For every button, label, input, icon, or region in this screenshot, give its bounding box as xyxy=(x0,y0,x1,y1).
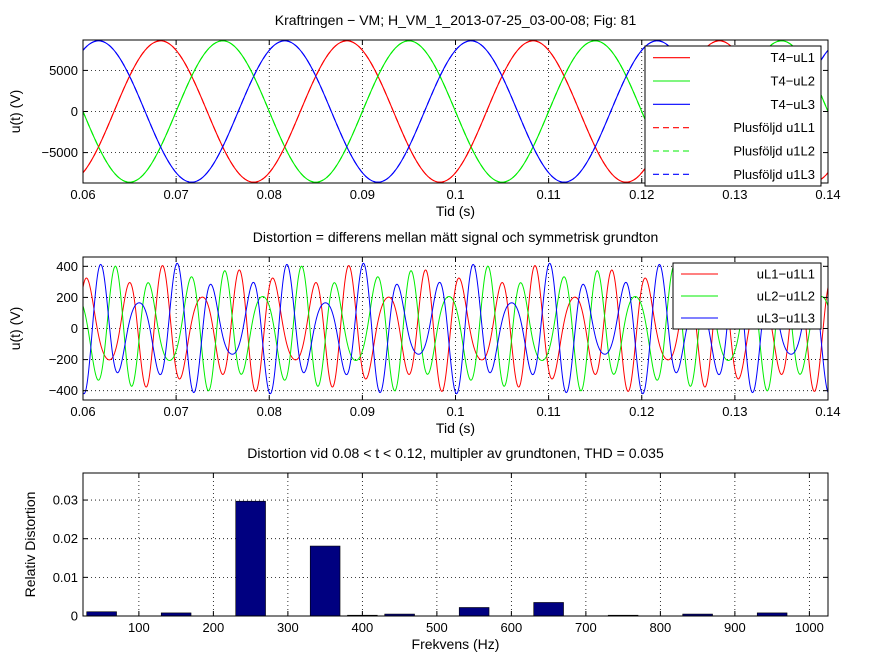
x-tick-label: 0.08 xyxy=(257,404,282,419)
x-tick-label: 0.11 xyxy=(536,187,560,202)
x-tick-label: 500 xyxy=(426,620,448,635)
x-tick-label: 800 xyxy=(650,620,672,635)
y-tick-label: 400 xyxy=(56,259,78,274)
legend-label-3: T4−uL3 xyxy=(771,97,815,112)
legend-box xyxy=(644,45,822,187)
x-tick-label: 100 xyxy=(128,620,150,635)
bar-350hz xyxy=(309,545,341,616)
bar-650hz xyxy=(533,602,564,616)
x-tick-label: 400 xyxy=(352,620,374,635)
y-tick-label: 0.02 xyxy=(53,531,78,546)
legend-label-5: Plusföljd u1L2 xyxy=(733,144,815,159)
y-tick-label: −400 xyxy=(49,383,78,398)
plot-panel-1: 0.06 0.07 0.08 0.09 0.1 0.11 0.12 0.13 0.14 −5000… xyxy=(7,12,841,219)
y-tick-label: 0.03 xyxy=(53,493,78,508)
series-line-4 xyxy=(83,40,828,183)
x-tick-label: 0.12 xyxy=(629,404,654,419)
legend-label-1: uL1−u1L1 xyxy=(757,267,815,282)
x-axis-label: Frekvens (Hz) xyxy=(412,636,500,652)
x-tick-label: 0.08 xyxy=(257,187,282,202)
x-tick-label: 300 xyxy=(277,620,299,635)
x-tick-label: 600 xyxy=(501,620,523,635)
y-axis-label: u(t) (V) xyxy=(7,90,23,134)
x-tick-label: 0.12 xyxy=(629,187,654,202)
x-tick-label: 0.13 xyxy=(722,187,747,202)
x-tick-label: 0.07 xyxy=(163,187,188,202)
x-tick-label: 0.14 xyxy=(815,187,840,202)
axes-frame xyxy=(82,472,829,617)
chart-title: Kraftringen − VM; H_VM_1_2013-07-25_03-0… xyxy=(275,12,637,28)
x-tick-label: 0.07 xyxy=(163,404,188,419)
x-tick-label: 1000 xyxy=(795,620,824,635)
series-line-6 xyxy=(83,40,828,183)
chart-title: Distortion vid 0.08 < t < 0.12, multiple… xyxy=(247,445,664,461)
series-line-5 xyxy=(83,40,828,183)
legend-label-4: Plusföljd u1L1 xyxy=(733,120,815,135)
x-tick-label: 0.11 xyxy=(536,404,560,419)
x-tick-label: 0.13 xyxy=(722,404,747,419)
y-tick-label: 0.01 xyxy=(53,570,78,585)
bar-550hz xyxy=(458,607,490,616)
y-tick-label: 0 xyxy=(71,321,78,336)
x-tick-label: 0.1 xyxy=(446,404,464,419)
y-axis-label: Relativ Distortion xyxy=(22,492,38,598)
x-axis-label: Tid (s) xyxy=(436,203,475,219)
y-tick-label: −200 xyxy=(49,352,78,367)
x-tick-label: 900 xyxy=(724,620,746,635)
x-tick-label: 700 xyxy=(575,620,597,635)
x-tick-label: 0.09 xyxy=(350,187,375,202)
plot-panel-2: 0.06 0.07 0.08 0.09 0.1 0.11 0.12 0.13 0.14 −400 −… xyxy=(7,229,841,436)
y-tick-label: 5000 xyxy=(49,63,78,78)
chart-title: Distortion = differens mellan mätt signa… xyxy=(253,229,659,245)
y-axis-label: u(t) (V) xyxy=(7,307,23,351)
plot-area xyxy=(86,500,788,616)
legend-label-3: uL3−u1L3 xyxy=(757,311,815,326)
legend: T4−uL1 T4−uL2 T4−uL3 Plusföljd u1L1 Plusfölj… xyxy=(644,45,822,187)
plot-panel-3: 100 200 300 400 500 600 700 800 900 1000 0 0.01 0.02… xyxy=(22,445,829,652)
bar-50hz xyxy=(86,611,117,616)
legend-label-2: T4−uL2 xyxy=(771,74,815,89)
legend: uL1−u1L1 uL2−u1L2 uL3−u1L3 xyxy=(672,262,822,330)
series-line-1 xyxy=(83,265,828,392)
x-tick-label: 0.06 xyxy=(70,187,95,202)
legend-label-6: Plusföljd u1L3 xyxy=(733,167,815,182)
x-tick-label: 0.1 xyxy=(446,187,464,202)
y-tick-label: 0 xyxy=(71,609,78,624)
legend-label-2: uL2−u1L2 xyxy=(757,289,815,304)
y-tick-label: −5000 xyxy=(41,145,78,160)
bar-250hz xyxy=(235,500,266,616)
x-tick-label: 0.14 xyxy=(815,404,840,419)
legend-label-1: T4−uL1 xyxy=(771,50,815,65)
y-tick-label: 200 xyxy=(56,290,78,305)
x-tick-label: 0.09 xyxy=(350,404,375,419)
y-tick-label: 0 xyxy=(71,104,78,119)
x-tick-label: 200 xyxy=(203,620,225,635)
x-tick-label: 0.06 xyxy=(70,404,95,419)
x-axis-label: Tid (s) xyxy=(436,420,475,436)
